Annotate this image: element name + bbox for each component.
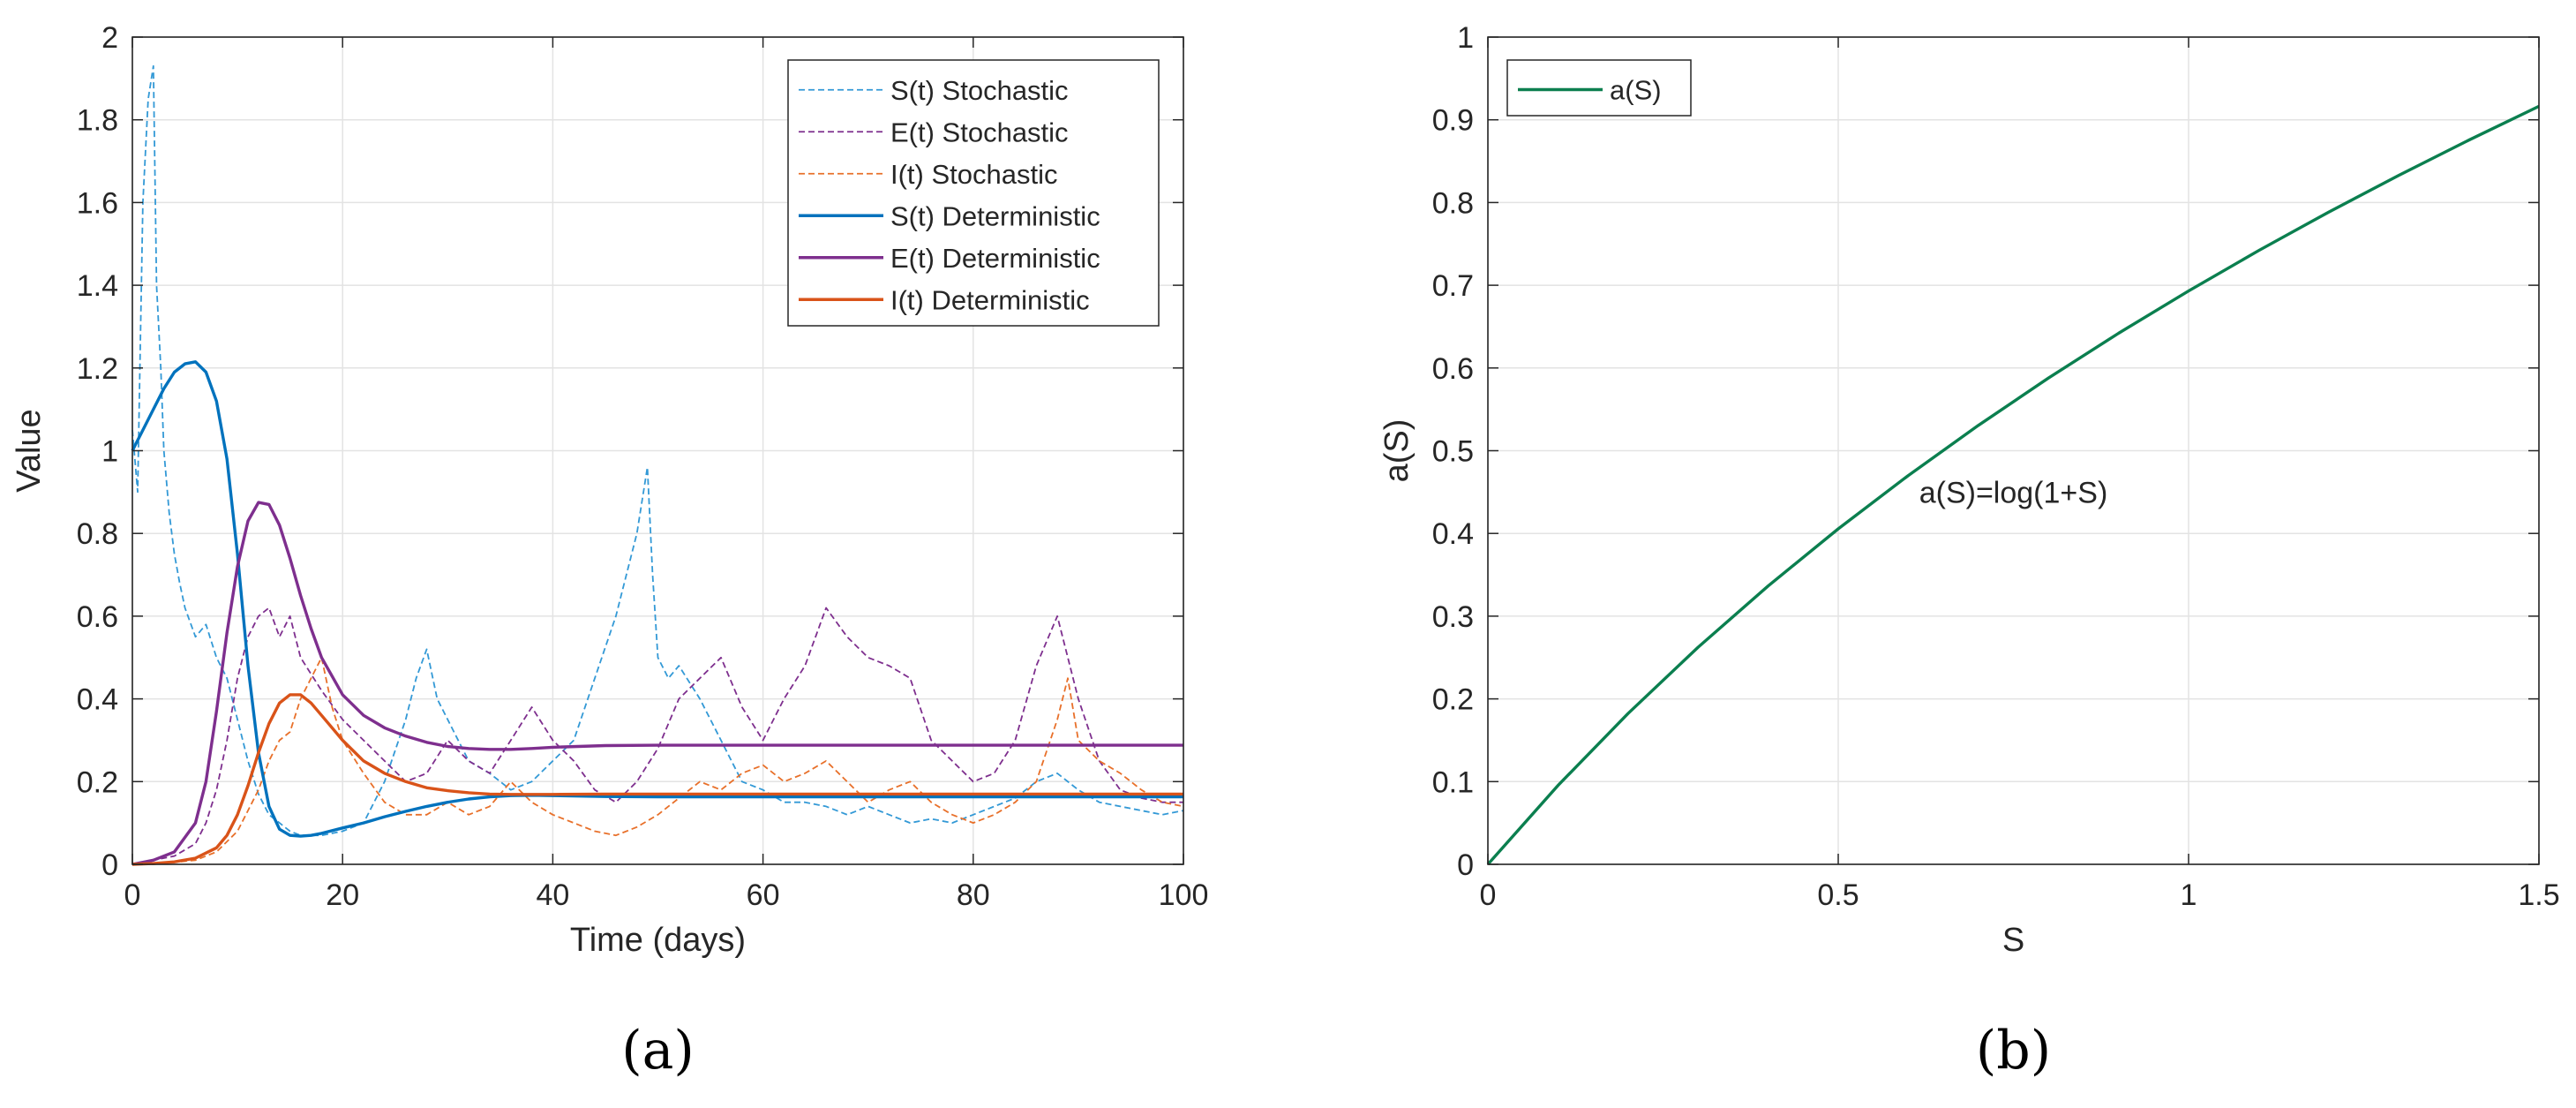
legend-label-2: E(t) Stochastic [890, 117, 1069, 147]
x-tick-label: 100 [1159, 878, 1209, 912]
y-tick-label: 1 [101, 435, 118, 469]
panel-a: 0 20 40 60 80 100 0 0.2 0.4 0.6 0.8 1 1.2 1.4 1.6 1.8 2 T… [11, 21, 1208, 1082]
legend-label-5: E(t) Deterministic [890, 243, 1100, 274]
legend-box [1506, 59, 1692, 117]
series-line-4 [131, 360, 1183, 838]
y-tick-label: 1.8 [77, 104, 118, 138]
legend-label-3: I(t) Stochastic [890, 159, 1058, 190]
y-tick-label: 1.2 [77, 352, 118, 386]
x-tick-label: 20 [326, 878, 359, 912]
y-tick-label: 0.7 [1432, 269, 1474, 303]
panel-label: (b) [1976, 1020, 2051, 1082]
y-tick-label: 0.6 [1432, 352, 1474, 386]
y-tick-label: 0.2 [77, 765, 118, 799]
x-tick-label: 0.5 [1817, 878, 1859, 912]
y-tick-label: 2 [101, 21, 118, 55]
x-axis-label: Time (days) [570, 922, 746, 959]
x-tick-label: 80 [957, 878, 990, 912]
legend-label-6: I(t) Deterministic [890, 284, 1090, 315]
y-tick-label: 0.8 [1432, 186, 1474, 220]
series-line-1 [1486, 104, 2540, 866]
x-axis-label: S [2002, 922, 2024, 959]
legend-label-4: S(t) Deterministic [890, 200, 1100, 231]
x-tick-label: 40 [536, 878, 569, 912]
series-line-6 [131, 693, 1183, 866]
y-tick-label: 0.1 [1432, 765, 1474, 799]
y-tick-label: 1 [1457, 21, 1474, 55]
y-tick-label: 0.4 [77, 683, 118, 717]
y-tick-label: 0 [101, 848, 118, 882]
y-tick-label: 0.8 [77, 517, 118, 551]
x-tick-label: 1 [2181, 878, 2197, 912]
y-tick-label: 0.9 [1432, 104, 1474, 138]
series-line-3 [132, 656, 1184, 865]
y-axis-label: a(S) [1378, 419, 1416, 483]
legend-label-1: S(t) Stochastic [890, 75, 1069, 106]
y-tick-label: 1.6 [77, 186, 118, 220]
x-tick-label: 1.5 [2518, 878, 2559, 912]
y-axis-label: Value [11, 409, 48, 492]
series-line-1 [131, 64, 1184, 837]
y-tick-label: 1.4 [77, 269, 118, 303]
y-tick-label: 0.2 [1432, 683, 1474, 717]
panel-label: (a) [621, 1020, 695, 1082]
y-tick-label: 0.4 [1432, 517, 1474, 551]
y-tick-label: 0.6 [77, 600, 118, 634]
panel-b: 0 0.5 1 1.5 0 0.1 0.2 0.3 0.4 0.5 0.6 0.7 0.8 0.9 1 Sa(… [1378, 21, 2560, 1082]
y-tick-label: 0 [1457, 848, 1474, 882]
x-tick-label: 0 [124, 878, 141, 912]
series-line-5 [131, 501, 1183, 866]
x-tick-label: 60 [747, 878, 780, 912]
y-tick-label: 0.3 [1432, 600, 1474, 634]
x-tick-label: 0 [1480, 878, 1497, 912]
y-tick-label: 0.5 [1432, 435, 1474, 469]
legend-box [787, 59, 1160, 327]
annotation-text: a(S)=log(1+S) [1919, 476, 2108, 509]
legend-label-1: a(S) [1610, 75, 1662, 106]
